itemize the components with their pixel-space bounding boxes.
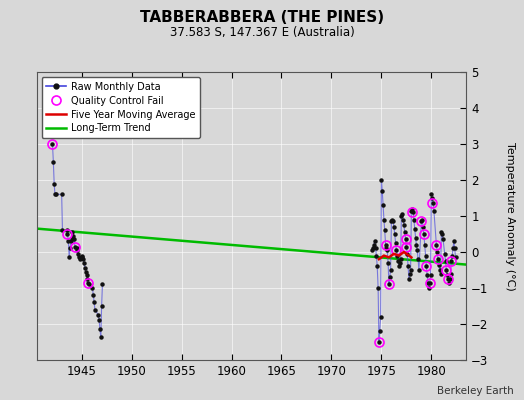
Text: 37.583 S, 147.367 E (Australia): 37.583 S, 147.367 E (Australia) — [170, 26, 354, 39]
Text: TABBERABBERA (THE PINES): TABBERABBERA (THE PINES) — [140, 10, 384, 25]
Legend: Raw Monthly Data, Quality Control Fail, Five Year Moving Average, Long-Term Tren: Raw Monthly Data, Quality Control Fail, … — [41, 77, 200, 138]
Text: Berkeley Earth: Berkeley Earth — [437, 386, 514, 396]
Y-axis label: Temperature Anomaly (°C): Temperature Anomaly (°C) — [505, 142, 515, 290]
